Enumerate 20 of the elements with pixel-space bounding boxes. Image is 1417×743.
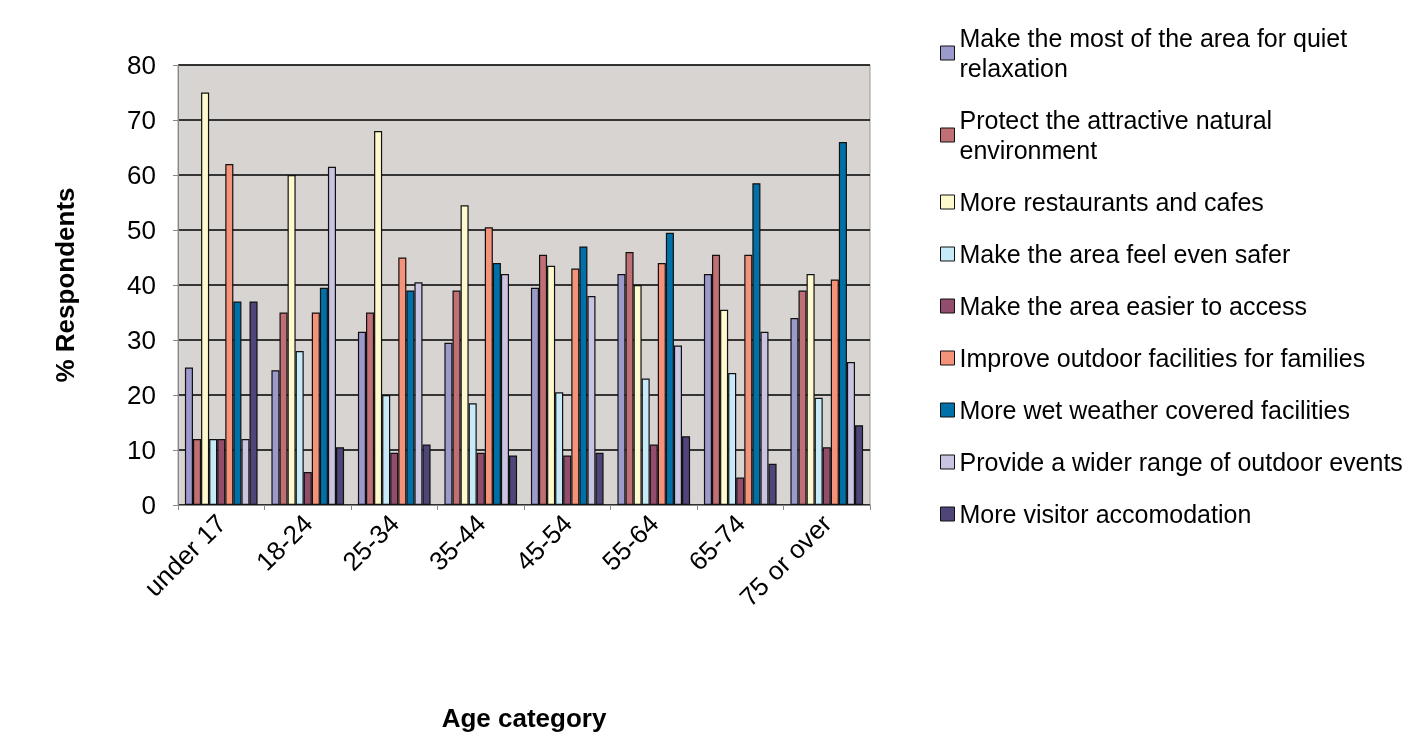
y-tick-label: 40 — [127, 270, 156, 300]
y-tick-label: 30 — [127, 325, 156, 355]
legend-label: Improve outdoor facilities for families — [959, 344, 1366, 372]
legend-label: More restaurants and cafes — [959, 188, 1264, 216]
y-tick-label: 0 — [141, 490, 156, 520]
y-tick-label: 70 — [127, 105, 156, 135]
y-tick-label: 60 — [127, 160, 156, 190]
legend-label: More wet weather covered facilities — [959, 396, 1350, 424]
legend-label: Make the most of the area for quiet relaxation — [959, 24, 1355, 82]
y-tick-label: 50 — [127, 215, 156, 245]
y-tick-label: 80 — [127, 50, 156, 80]
legend-label: Provide a wider range of outdoor events — [959, 448, 1403, 476]
legend-label: Protect the attractive natural environment — [959, 106, 1280, 164]
legend-label: Make the area feel even safer — [959, 240, 1291, 268]
y-tick-label: 20 — [127, 380, 156, 410]
legend-label: More visitor accomodation — [959, 500, 1252, 528]
y-tick-label: 10 — [127, 435, 156, 465]
y-axis-title: % Respondents — [50, 187, 80, 383]
legend-label: Make the area easier to access — [959, 292, 1307, 320]
x-axis-title: Age category — [441, 703, 607, 733]
